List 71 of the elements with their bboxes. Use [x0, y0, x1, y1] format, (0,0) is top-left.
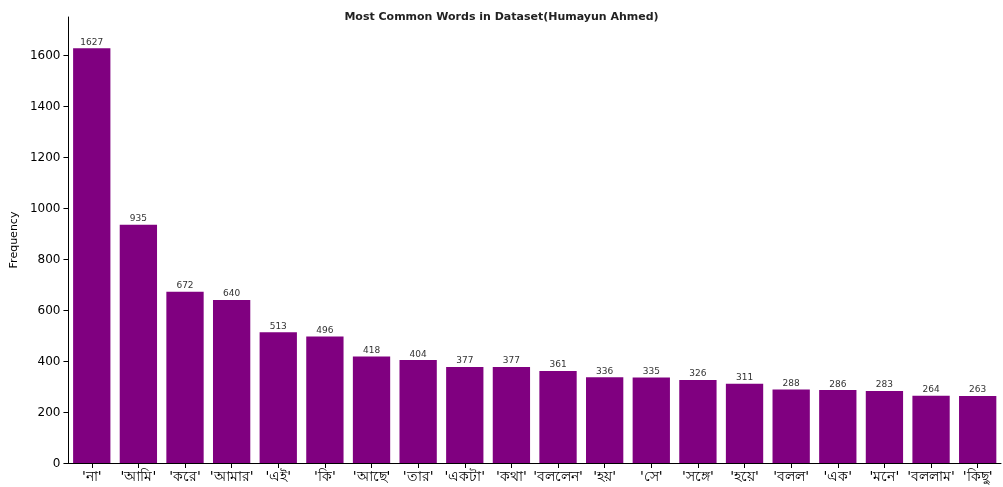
y-tick-label: 200 — [37, 405, 61, 420]
y-tick-label: 1600 — [29, 48, 61, 63]
bar — [306, 336, 344, 463]
data-label: 377 — [502, 355, 520, 366]
y-tick-label: 1000 — [29, 201, 61, 216]
x-tick-label: 'কি' — [314, 468, 336, 484]
x-tick-label: 'আমি' — [120, 468, 157, 484]
data-label: 326 — [689, 368, 707, 379]
bar — [772, 389, 810, 463]
data-label: 286 — [829, 378, 847, 389]
bar — [259, 332, 297, 463]
data-label: 418 — [362, 344, 381, 355]
data-label: 672 — [176, 280, 194, 291]
bar — [959, 395, 997, 463]
y-tick-label: 800 — [37, 252, 61, 267]
x-tick-label: 'বললাম' — [907, 468, 955, 484]
y-axis-title: Frequency — [7, 211, 20, 269]
bar — [586, 377, 624, 463]
data-label: 264 — [922, 384, 940, 395]
bar — [819, 390, 857, 463]
bar — [679, 379, 717, 463]
bar — [492, 366, 531, 463]
bar — [446, 366, 484, 463]
y-tick-label: 1200 — [29, 150, 61, 165]
data-label: 361 — [549, 359, 567, 370]
data-label: 404 — [409, 348, 428, 359]
bar — [912, 395, 950, 463]
x-tick-label: 'মনে' — [869, 468, 900, 484]
bar — [865, 390, 904, 463]
x-tick-label: 'না' — [81, 468, 102, 484]
x-tick-label: 'করে' — [169, 468, 201, 484]
bar — [212, 299, 251, 463]
data-label: 513 — [269, 320, 287, 331]
bar — [539, 371, 577, 463]
x-tick-label: 'বললেন' — [533, 468, 583, 484]
data-label: 336 — [596, 365, 614, 376]
data-label: 1627 — [80, 36, 104, 47]
x-tick-label: 'হয়ে' — [730, 468, 759, 484]
y-tick-label: 1400 — [29, 99, 61, 114]
y-tick-label: 600 — [37, 303, 61, 318]
x-tick-label: 'তার' — [402, 468, 434, 484]
data-label: 496 — [316, 325, 334, 336]
bar — [352, 356, 391, 463]
bar — [632, 377, 670, 463]
y-tick-label: 400 — [37, 354, 61, 369]
y-tick-label: 0 — [52, 456, 61, 470]
bar — [166, 291, 204, 463]
bar — [399, 360, 437, 463]
x-tick-label: 'এই' — [265, 468, 292, 484]
data-label: 263 — [969, 384, 987, 395]
data-label: 640 — [223, 288, 241, 299]
x-tick-label: 'বলল' — [773, 468, 810, 484]
x-tick-label: 'আছে' — [352, 468, 391, 484]
bar — [725, 383, 764, 463]
x-tick-label: 'এক' — [823, 468, 853, 484]
x-tick-label: 'হয়' — [593, 468, 617, 484]
x-tick-label: 'কথা' — [496, 468, 527, 484]
x-tick-label: 'একটা' — [444, 468, 486, 484]
data-label: 288 — [782, 378, 801, 389]
data-label: 335 — [642, 366, 660, 377]
data-label: 935 — [129, 213, 147, 224]
bar — [119, 224, 158, 463]
bar — [73, 48, 111, 463]
x-tick-label: 'কিছু' — [962, 468, 993, 485]
chart-title: Most Common Words in Dataset(Humayun Ahmed) — [344, 10, 659, 23]
data-label: 283 — [875, 379, 894, 390]
x-tick-label: 'সঙ্গে' — [682, 468, 714, 484]
x-tick-label: 'আমার' — [209, 468, 254, 484]
x-tick-label: 'সে' — [639, 468, 663, 484]
data-label: 377 — [456, 355, 474, 366]
data-label: 311 — [735, 372, 754, 383]
